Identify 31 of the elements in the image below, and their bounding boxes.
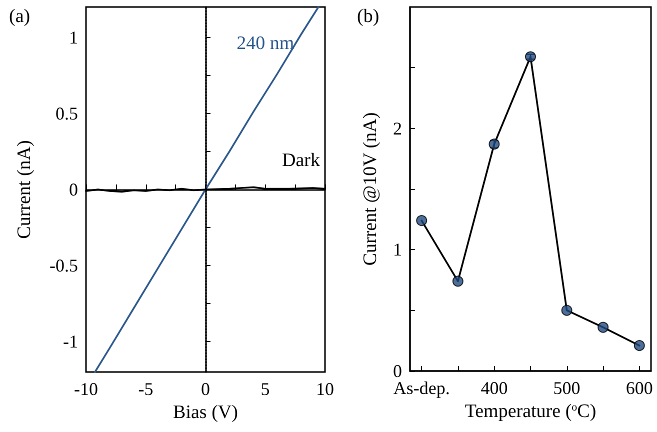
x-tick-label: 10 xyxy=(316,379,334,399)
y-tick-label: 1 xyxy=(393,240,402,260)
y-tick-label: 0 xyxy=(69,180,78,200)
x-tick-label: 400 xyxy=(480,378,508,398)
x-tick-label: 600 xyxy=(626,378,653,398)
annotation: Dark xyxy=(282,150,320,171)
point xyxy=(416,215,428,226)
annotation: 240 nm xyxy=(236,33,294,54)
y-tick-label: 1 xyxy=(69,27,78,48)
point xyxy=(452,276,464,287)
point xyxy=(525,51,536,62)
chart-title: (a) xyxy=(9,6,30,27)
y-tick-label: 0.5 xyxy=(56,103,78,124)
line-series xyxy=(94,6,320,373)
x-tick-label: -10 xyxy=(74,379,98,399)
y-tick-label: 0 xyxy=(393,361,402,381)
x-tick-label: As-dep. xyxy=(393,378,450,398)
y-axis-title: Current @10V (nA) xyxy=(360,112,381,266)
point xyxy=(634,340,645,352)
chart-title: (b) xyxy=(357,6,380,27)
x-tick-label: 5 xyxy=(260,379,270,399)
x-tick-label: -5 xyxy=(138,379,154,399)
x-axis-title: Bias (V) xyxy=(173,402,238,423)
x-tick-label: 0 xyxy=(201,379,210,399)
x-tick-label: 500 xyxy=(553,378,580,398)
y-tick-label: -1 xyxy=(63,332,78,352)
point xyxy=(561,304,572,316)
y-tick-label: 2 xyxy=(393,118,402,138)
y-tick-label: -0.5 xyxy=(50,256,78,276)
point xyxy=(598,322,609,333)
y-axis-title: Current (nA) xyxy=(14,140,35,239)
